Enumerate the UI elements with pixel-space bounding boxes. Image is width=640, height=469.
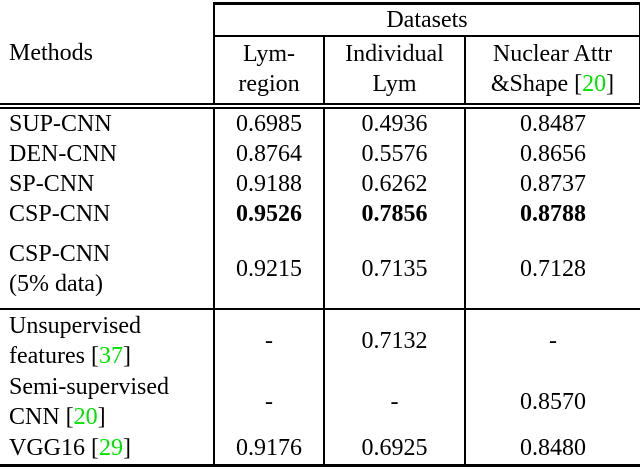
table-row: SUP-CNN 0.6985 0.4936 0.8487: [0, 106, 640, 139]
text-segment: region: [238, 71, 300, 97]
table-row: Semi-supervised CNN [20] - - 0.8570: [0, 371, 640, 433]
method-cell: VGG16 [29]: [0, 433, 215, 467]
table-row: SP-CNN 0.9188 0.6262 0.8737: [0, 169, 640, 199]
table-row: Unsupervised features [37] -0.7132-: [0, 308, 640, 371]
method-cell: CSP-CNN (5% data): [0, 229, 215, 309]
table-body: SUP-CNN 0.6985 0.4936 0.8487 DEN-CNN 0.8764 0.…: [0, 106, 640, 467]
column-header-lym-region: Lym-region: [214, 36, 325, 109]
text-segment: &Shape [: [490, 71, 583, 97]
text-segment: Unsupervised: [9, 312, 141, 339]
citation-ref[interactable]: 20: [73, 404, 98, 430]
table-row: CSP-CNN (5% data) 0.9215 0.7135 0.7128: [0, 229, 640, 309]
table-header: Methods Datasets Lym-region Individual Ly…: [0, 2, 640, 109]
column-header-individual-lym: Individual Lym: [324, 36, 466, 109]
value-cell: 0.9526: [214, 199, 325, 229]
text-segment: ]: [123, 435, 131, 462]
value-cell: 0.7128: [520, 255, 586, 282]
text-segment: (5% data): [9, 270, 103, 297]
text-segment: CSP-CNN: [9, 240, 111, 267]
text-segment: Lym-: [243, 41, 295, 67]
value-cell: 0.8480: [465, 433, 640, 467]
value-cell: -: [214, 371, 325, 433]
text-segment: VGG16 [: [9, 435, 99, 462]
value-cell: 0.7135: [324, 229, 466, 309]
value-cell: 0.8764: [214, 139, 325, 169]
method-cell: CSP-CNN: [0, 199, 215, 229]
value-cell: 0.8788: [520, 201, 586, 227]
value-cell: 0.8737: [520, 171, 586, 197]
value-cell: 0.6925: [324, 433, 466, 467]
citation-ref[interactable]: 37: [98, 342, 123, 369]
method-cell: DEN-CNN: [0, 139, 215, 169]
value-cell: 0.9188: [214, 169, 325, 199]
value-cell: 0.6262: [324, 169, 466, 199]
text-segment: ]: [606, 71, 615, 97]
text-segment: ]: [97, 404, 106, 430]
text-segment: CSP-CNN: [9, 201, 111, 227]
value-cell: -: [214, 308, 325, 371]
table-row: DEN-CNN 0.8764 0.5576 0.8656: [0, 139, 640, 169]
citation-ref[interactable]: 20: [582, 71, 607, 97]
text-segment: SUP-CNN: [9, 111, 112, 137]
text-segment: Semi-supervised: [9, 374, 169, 400]
text-segment: Lym: [372, 71, 417, 97]
value-cell: 0.5576: [324, 139, 466, 169]
method-cell: Unsupervised features [37]: [0, 308, 215, 371]
value-cell: -: [324, 371, 466, 433]
text-segment: features [: [9, 342, 99, 369]
method-cell: SP-CNN: [0, 169, 215, 199]
value-cell: 0.6985: [214, 106, 325, 139]
table-row: VGG16 [29] 0.9176 0.6925 0.8480: [0, 433, 640, 467]
value-cell: -: [465, 308, 640, 371]
text-segment: ]: [122, 342, 131, 369]
citation-ref[interactable]: 29: [99, 435, 123, 462]
datasets-header-row: Methods Datasets: [0, 2, 640, 109]
method-cell: SUP-CNN: [0, 106, 215, 139]
table-row: CSP-CNN 0.9526 0.7856 0.8788: [0, 199, 640, 229]
value-cell: 0.8570: [520, 389, 586, 415]
value-cell: 0.9176: [214, 433, 325, 467]
method-cell: Semi-supervised CNN [20]: [0, 371, 215, 433]
text-segment: Individual: [345, 41, 444, 67]
column-header-nuclear-attr-shape: Nuclear Attr &Shape [20]: [465, 36, 640, 109]
text-segment: DEN-CNN: [9, 141, 117, 167]
column-header-row: Lym-region Individual Lym Nuclear Attr &Sh…: [0, 36, 640, 109]
value-cell: 0.7132: [324, 308, 466, 371]
value-cell: 0.4936: [324, 106, 466, 139]
value-cell: 0.9215: [214, 229, 325, 309]
text-segment: CNN [: [9, 404, 74, 430]
text-segment: SP-CNN: [9, 171, 95, 197]
methods-column-header: Methods: [0, 3, 215, 109]
value-cell: 0.7856: [324, 199, 466, 229]
value-cell: 0.8656: [520, 141, 586, 167]
value-cell: 0.8487: [520, 111, 586, 137]
datasets-group-header: Datasets: [214, 2, 640, 37]
text-segment: Nuclear Attr: [492, 41, 613, 67]
